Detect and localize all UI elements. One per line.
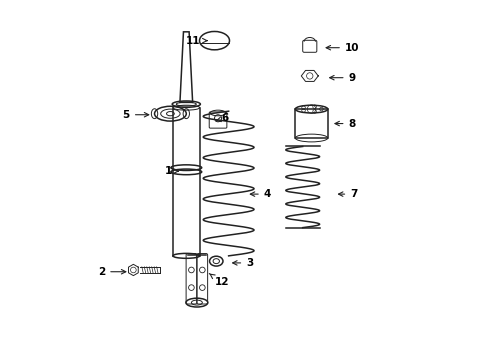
Text: 1: 1 [164,166,178,176]
Text: 3: 3 [232,258,253,268]
Text: 7: 7 [338,189,357,199]
Text: 6: 6 [216,113,228,123]
Text: 4: 4 [250,189,270,199]
Bar [295,109,327,138]
Text: 11: 11 [186,36,206,46]
Text: 9: 9 [329,73,355,83]
Text: 12: 12 [209,274,228,287]
Text: 5: 5 [122,110,148,120]
Text: 8: 8 [334,118,355,129]
Text: 10: 10 [325,43,359,53]
Text: 2: 2 [98,267,125,277]
